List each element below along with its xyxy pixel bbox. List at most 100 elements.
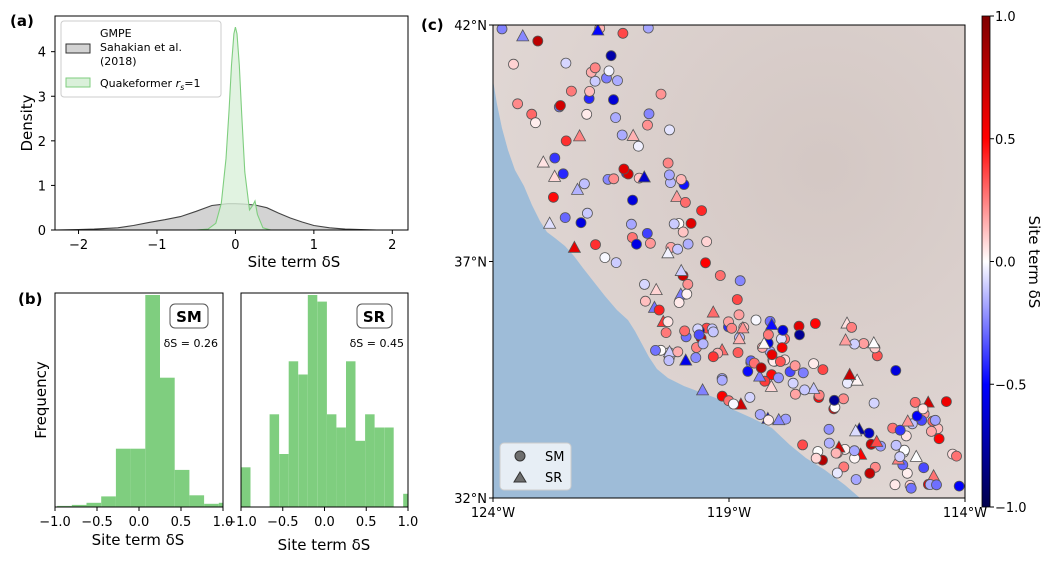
colorbar-label: Site term δS [1025, 216, 1043, 309]
station-sm [560, 135, 572, 147]
x-tick-label: −1.0 [225, 515, 257, 530]
station-sm [641, 227, 653, 239]
station-sm [610, 257, 622, 269]
station-sr [570, 182, 585, 195]
station-sr [867, 335, 881, 349]
station-sm [626, 218, 637, 230]
station-sm [776, 342, 788, 354]
station-sm [838, 393, 849, 405]
station-sr [572, 129, 587, 142]
legend-label-gmpe-1: GMPE [100, 27, 132, 40]
histogram-bar [269, 414, 280, 508]
station-sm [787, 377, 799, 389]
colorbar-tick-label: −0.5 [995, 378, 1027, 393]
station-sr [807, 381, 821, 394]
station-sm [766, 349, 778, 361]
histogram-sm: −1.0 −0.5 0.0 0.5 1.0 SM δS = 0.26 Site term… [32, 292, 233, 549]
station-sm [496, 25, 508, 35]
station-sr [626, 128, 640, 141]
x-tick-label: 0 [231, 238, 239, 253]
station-sm [773, 372, 784, 384]
histogram-bar [115, 448, 131, 507]
colorbar [981, 15, 991, 508]
x-axis-label: Site term δS [248, 253, 341, 271]
station-sm [589, 62, 601, 74]
station-sm [672, 243, 683, 255]
station-sm [707, 351, 719, 363]
station-sm [846, 321, 857, 333]
station-sm [581, 108, 593, 120]
station-sm [728, 398, 739, 410]
station-sm [696, 205, 707, 217]
station-sr [753, 369, 767, 382]
legend-marker-sr [513, 471, 527, 483]
station-sm [663, 355, 675, 366]
legend-swatch-gmpe [65, 43, 91, 54]
station-sm [889, 479, 901, 491]
station-sm [909, 396, 921, 408]
y-axis-label: Frequency [32, 361, 50, 439]
station-sm [905, 482, 917, 494]
station-sm [589, 75, 601, 87]
station-sm [831, 467, 843, 479]
station-sm [810, 452, 822, 464]
station-sm [890, 365, 902, 376]
colorbar-tick-label: 1.0 [995, 10, 1016, 25]
legend-marker-sm [514, 450, 526, 462]
station-sm [868, 397, 880, 409]
station-sm [763, 414, 774, 426]
station-sr [567, 240, 582, 253]
histogram-bar [336, 427, 346, 507]
station-sm [653, 304, 665, 316]
station-sm [660, 327, 672, 339]
station-sm [679, 325, 690, 337]
station-sm [754, 409, 766, 420]
histogram-bar [346, 361, 356, 508]
histogram-bar [298, 374, 308, 507]
station-sr [649, 282, 663, 295]
station-sm [664, 124, 675, 136]
station-sr [536, 155, 550, 168]
panel-label-a: (a) [10, 12, 34, 30]
station-sm [642, 25, 654, 34]
station-sm [918, 462, 930, 474]
legend-label-gmpe-2: Sahakian et al. [100, 41, 182, 54]
station-sm [616, 129, 628, 141]
x-tick-label: −2 [69, 238, 88, 253]
station-sm [579, 178, 590, 190]
station-sm [790, 388, 801, 400]
station-sm [682, 238, 694, 250]
colorbar-tick-label: −1.0 [995, 501, 1027, 516]
station-sm [828, 394, 840, 406]
station-sm [750, 314, 762, 326]
x-tick-label: 114°W [943, 506, 987, 521]
station-sm [690, 352, 702, 364]
station-sm [566, 85, 577, 97]
colorbar-tick-label: 0.5 [995, 133, 1016, 148]
station-sm [858, 338, 870, 349]
x-tick-label: 119°W [707, 506, 751, 521]
x-tick-label: 0.0 [129, 515, 150, 530]
station-sm [797, 439, 808, 451]
station-sm [668, 218, 680, 230]
station-sm [823, 437, 835, 449]
station-sm [662, 316, 674, 328]
histogram-bar [101, 496, 116, 507]
station-sr [542, 216, 557, 229]
chart-title: SR [363, 308, 386, 326]
station-sm [560, 57, 572, 69]
station-sr [764, 379, 779, 392]
station-sm [744, 391, 756, 403]
station-sm [742, 365, 754, 377]
x-tick-label: −0.5 [81, 515, 113, 530]
station-sm [549, 152, 561, 164]
station-sr [765, 317, 779, 330]
x-tick-label: 1 [310, 238, 318, 253]
station-sr [736, 321, 750, 334]
station-sm [810, 318, 821, 329]
title-box [169, 303, 209, 329]
station-sm [890, 439, 902, 451]
station-sm [777, 324, 789, 336]
station-sm [599, 252, 611, 264]
x-tick-label: −0.5 [267, 515, 299, 530]
